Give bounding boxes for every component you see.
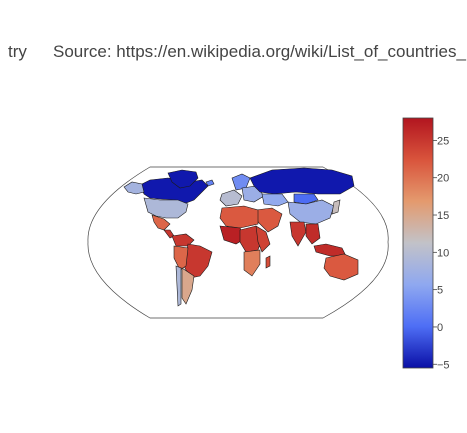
colorbar-tick-label: 5: [437, 285, 443, 297]
region-western-europe[interactable]: [219, 189, 243, 207]
colorbar-tick-label: 25: [437, 135, 449, 147]
region-scandinavia[interactable]: [231, 173, 251, 191]
region-east-africa[interactable]: [255, 225, 271, 253]
chart-title: try Source: https://en.wikipedia.org/wik…: [0, 40, 467, 66]
colorbar-tick-label: 10: [437, 247, 449, 259]
region-southeast-asia[interactable]: [305, 223, 321, 245]
region-mongolia[interactable]: [293, 193, 319, 205]
region-north-africa[interactable]: [219, 205, 259, 229]
colorbar-scale: [402, 117, 434, 369]
colorbar: −5 0 5 10 15 20 25: [402, 117, 450, 371]
region-greenland[interactable]: [167, 169, 199, 189]
region-brazil[interactable]: [183, 243, 213, 279]
region-australia[interactable]: [323, 253, 359, 281]
colorbar-tick-label: −5: [437, 359, 450, 371]
colorbar-ticks: −5 0 5 10 15 20 25: [433, 135, 450, 371]
colorbar-tick-label: 0: [437, 322, 443, 334]
region-united-states[interactable]: [143, 197, 189, 219]
region-southern-africa[interactable]: [243, 249, 261, 277]
region-alaska[interactable]: [123, 181, 145, 195]
region-chile[interactable]: [175, 265, 182, 307]
region-russia[interactable]: [249, 167, 355, 195]
region-argentina[interactable]: [181, 267, 195, 305]
title-lead: try: [8, 42, 27, 61]
region-kazakhstan[interactable]: [261, 193, 289, 207]
region-colombia-venezuela[interactable]: [171, 233, 195, 247]
colorbar-tick-label: 20: [437, 173, 449, 185]
region-india[interactable]: [289, 221, 307, 247]
title-source: Source: https://en.wikipedia.org/wiki/Li…: [53, 42, 467, 61]
region-peru-bolivia[interactable]: [173, 245, 189, 271]
region-madagascar[interactable]: [265, 255, 271, 269]
region-china[interactable]: [287, 199, 335, 225]
region-japan[interactable]: [331, 199, 341, 215]
colorbar-tick-label: 15: [437, 210, 449, 222]
country-regions[interactable]: [123, 167, 359, 307]
region-iceland[interactable]: [205, 179, 215, 187]
